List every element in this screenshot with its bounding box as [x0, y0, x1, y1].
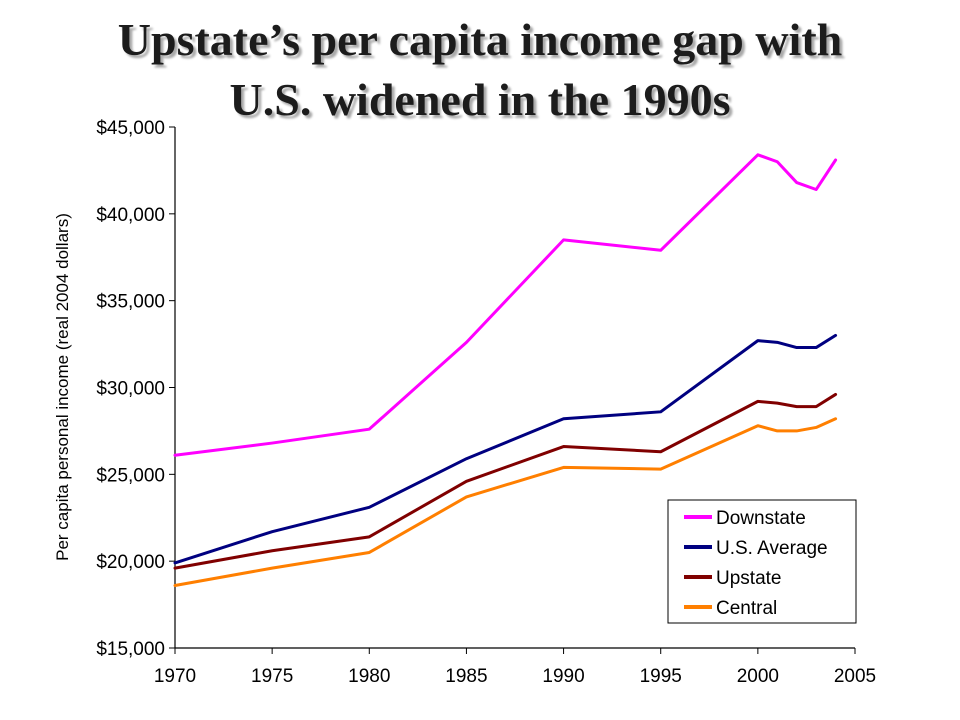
legend: Downstate U.S. Average Upstate Central: [667, 499, 857, 624]
x-tick-label: 2000: [737, 666, 779, 687]
y-tick-label: $45,000: [96, 118, 165, 139]
y-tick-label: $40,000: [96, 205, 165, 226]
y-tick-labels: $15,000 $20,000 $25,000 $30,000 $35,000 $40,0…: [96, 118, 165, 660]
x-tick-label: 2005: [834, 666, 876, 687]
x-tick-label: 1980: [348, 666, 390, 687]
y-tick-label: $35,000: [96, 292, 165, 313]
series-line-central: [173, 417, 838, 587]
chart-axes: [169, 126, 856, 654]
legend-label: Upstate: [716, 568, 781, 589]
x-tick-labels: 1970 1975 1980 1985 1990 1995 2000 2005: [154, 666, 876, 687]
legend-label: U.S. Average: [716, 538, 828, 559]
series-line-u-s-average: [173, 333, 838, 565]
x-tick-label: 1990: [542, 666, 584, 687]
y-tick-label: $30,000: [96, 379, 165, 400]
x-tick-label: 1970: [154, 666, 196, 687]
y-tick-label: $25,000: [96, 465, 165, 486]
legend-label: Central: [716, 598, 777, 619]
y-tick-label: $15,000: [96, 639, 165, 660]
legend-box: [667, 499, 857, 624]
chart-title-line-1: Upstate’s per capita income gap with: [117, 14, 843, 65]
legend-items: Downstate U.S. Average Upstate Central: [684, 508, 828, 619]
legend-label: Downstate: [716, 508, 806, 529]
chart-title-line-2: U.S. widened in the 1990s: [229, 74, 731, 125]
series-line-upstate: [173, 392, 838, 570]
x-tick-label: 1975: [251, 666, 293, 687]
series-lines: [173, 153, 838, 587]
y-tick-label: $20,000: [96, 552, 165, 573]
series-line-downstate: [173, 153, 838, 457]
chart-title: Upstate’s per capita income gap with U.S…: [0, 10, 960, 130]
x-tick-label: 1995: [640, 666, 682, 687]
y-axis-label: Per capita personal income (real 2004 do…: [53, 213, 72, 561]
x-tick-label: 1985: [445, 666, 487, 687]
